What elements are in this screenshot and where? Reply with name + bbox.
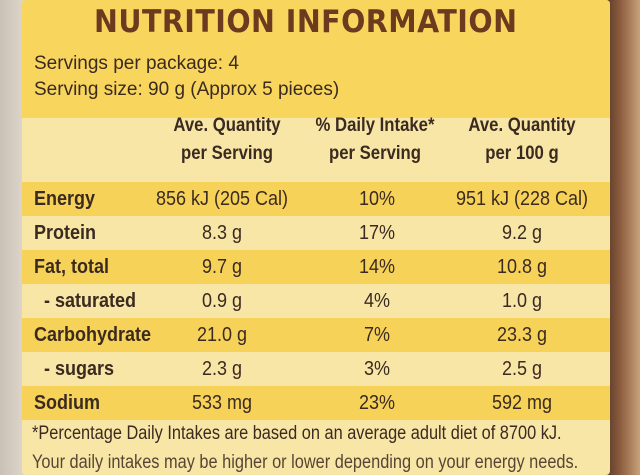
row-label: Sodium: [34, 392, 101, 414]
column-header-line: per 100 g: [485, 143, 559, 164]
row-label: - sugars: [44, 358, 115, 380]
footnote: *Percentage Daily Intakes are based on a…: [32, 423, 562, 444]
per-serving-value: 21.0 g: [196, 324, 248, 346]
daily-intake-value: 4%: [363, 290, 391, 312]
footnote-partial: Your daily intakes may be higher or lowe…: [32, 452, 579, 473]
daily-intake-value: 17%: [358, 222, 396, 244]
per-serving-value: 533 mg: [191, 392, 253, 414]
row-label: Fat, total: [34, 256, 110, 278]
table-row-saturated: - saturated 0.9 g 4% 1.0 g: [22, 284, 610, 318]
table-row-sodium: Sodium 533 mg 23% 592 mg: [22, 386, 610, 420]
table-row-sugars: - sugars 2.3 g 3% 2.5 g: [22, 352, 610, 386]
per-100g-value: 10.8 g: [496, 256, 548, 278]
column-header-line: per Serving: [328, 143, 421, 164]
daily-intake-value: 23%: [358, 392, 396, 414]
column-header-daily-intake: % Daily Intake* per Serving: [300, 112, 450, 168]
panel-header: [22, 0, 610, 118]
per-100g-value: 9.2 g: [501, 222, 543, 244]
row-label: Energy: [34, 188, 96, 210]
per-serving-value: 2.3 g: [201, 358, 243, 380]
table-row-protein: Protein 8.3 g 17% 9.2 g: [22, 216, 610, 250]
nutrition-panel: NUTRITION INFORMATION Servings per packa…: [22, 0, 610, 475]
package-edge: [606, 0, 640, 475]
row-label: Carbohydrate: [34, 324, 152, 346]
row-label: Protein: [34, 222, 97, 244]
per-100g-value: 2.5 g: [501, 358, 543, 380]
column-header-line: Ave. Quantity: [173, 115, 281, 136]
column-header-per-serving: Ave. Quantity per Serving: [161, 112, 293, 168]
daily-intake-value: 10%: [358, 188, 396, 210]
per-100g-value: 592 mg: [491, 392, 553, 414]
per-100g-value: 1.0 g: [501, 290, 543, 312]
per-serving-value: 9.7 g: [201, 256, 243, 278]
column-header-line: Ave. Quantity: [468, 115, 576, 136]
daily-intake-value: 14%: [358, 256, 396, 278]
per-serving-value: 8.3 g: [201, 222, 243, 244]
daily-intake-value: 3%: [363, 358, 391, 380]
column-header-line: per Serving: [180, 143, 273, 164]
table-row-carbohydrate: Carbohydrate 21.0 g 7% 23.3 g: [22, 318, 610, 352]
table-row-energy: Energy 856 kJ (205 Cal) 10% 951 kJ (228 …: [22, 182, 610, 216]
per-100g-value: 951 kJ (228 Cal): [455, 188, 589, 210]
panel-title: NUTRITION INFORMATION: [94, 4, 518, 40]
per-serving-value: 856 kJ (205 Cal): [155, 188, 289, 210]
servings-per-package: Servings per package: 4: [34, 53, 239, 74]
column-header-line: % Daily Intake*: [315, 115, 435, 136]
row-label: - saturated: [44, 290, 137, 312]
column-header-per-100g: Ave. Quantity per 100 g: [456, 112, 588, 168]
daily-intake-value: 7%: [363, 324, 391, 346]
per-serving-value: 0.9 g: [201, 290, 243, 312]
per-100g-value: 23.3 g: [496, 324, 548, 346]
serving-size: Serving size: 90 g (Approx 5 pieces): [34, 79, 340, 100]
table-row-fat-total: Fat, total 9.7 g 14% 10.8 g: [22, 250, 610, 284]
